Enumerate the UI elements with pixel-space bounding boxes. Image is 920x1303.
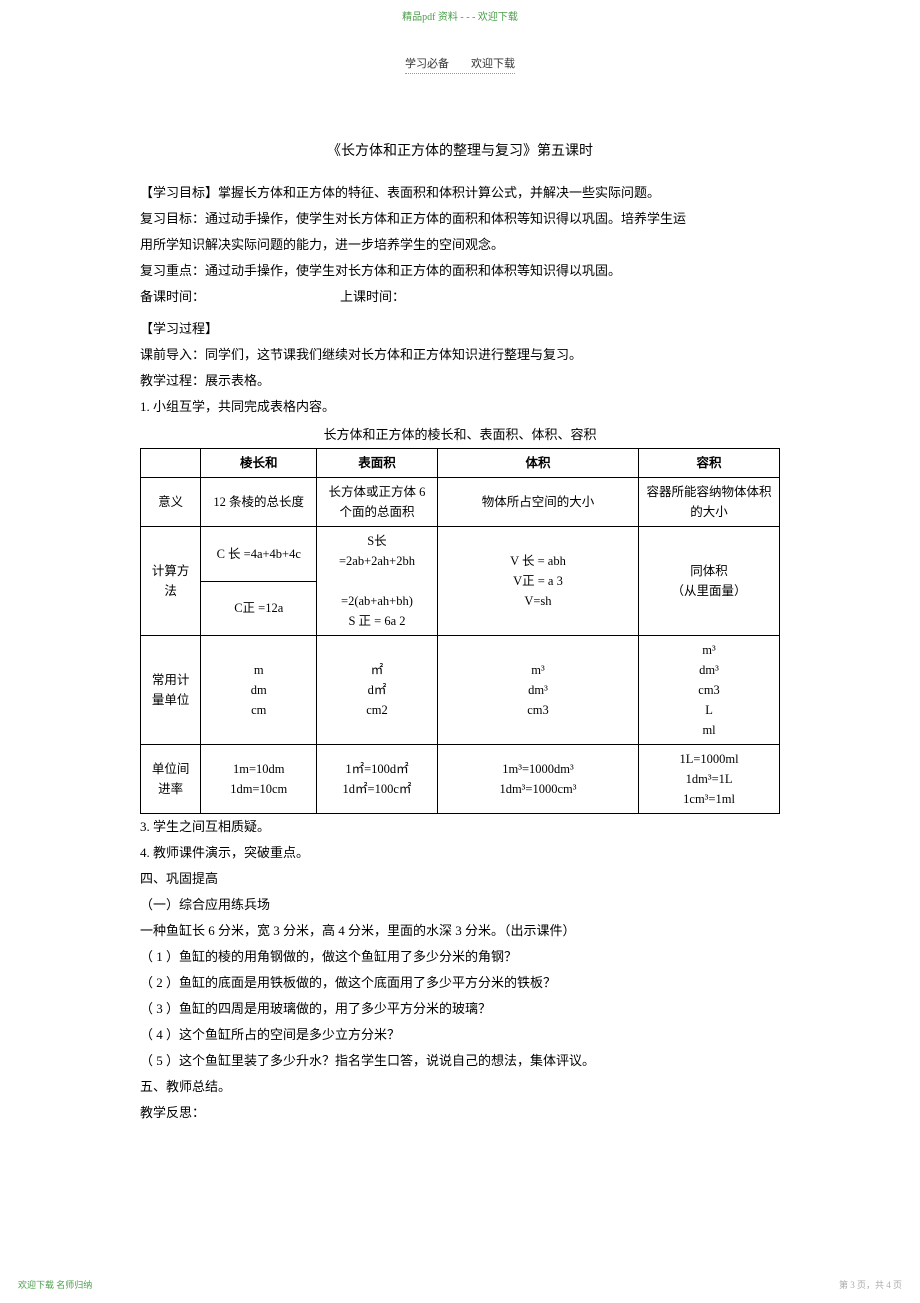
footer-right: 第 3 页，共 4 页: [839, 1278, 902, 1291]
post-p6: （ 1 ）鱼缸的棱的用角钢做的，做这个鱼缸用了多少分米的角钢？: [140, 944, 780, 970]
subheader-left: 学习必备: [405, 58, 449, 70]
cell-r3c4: m³ dm³ cm3 L ml: [639, 636, 780, 745]
row-label-meaning: 意义: [141, 478, 201, 527]
post-p8: （ 3 ）鱼缸的四周是用玻璃做的，用了多少平方分米的玻璃？: [140, 996, 780, 1022]
row-label-conversion: 单位间进率: [141, 745, 201, 814]
post-p7: （ 2 ）鱼缸的底面是用铁板做的，做这个底面用了多少平方分米的铁板？: [140, 970, 780, 996]
cell-r1c3: 物体所占空间的大小: [437, 478, 638, 527]
th-surface-area: 表面积: [317, 449, 438, 478]
cell-r1c4: 容器所能容纳物体体积的大小: [639, 478, 780, 527]
cell-r3c3: m³ dm³ cm3: [437, 636, 638, 745]
para-review-focus: 复习重点：通过动手操作，使学生对长方体和正方体的面积和体积等知识得以巩固。: [140, 258, 780, 284]
cell-r4c4: 1L=1000ml 1dm³=1L 1cm³=1ml: [639, 745, 780, 814]
para-objective: 【学习目标】掌握长方体和正方体的特征、表面积和体积计算公式，并解决一些实际问题。: [140, 180, 780, 206]
th-volume: 体积: [437, 449, 638, 478]
footer-left: 欢迎下载 名师归纳: [18, 1278, 92, 1291]
para-review-goal-2: 用所学知识解决实际问题的能力，进一步培养学生的空间观念。: [140, 232, 780, 258]
cell-r2c1b: C正 =12a: [201, 581, 317, 636]
post-p1: 3. 学生之间互相质疑。: [140, 814, 780, 840]
post-p11: 五、教师总结。: [140, 1074, 780, 1100]
lesson-title: 《长方体和正方体的整理与复习》第五课时: [140, 140, 780, 160]
top-watermark: 精品pdf 资料 - - - 欢迎下载: [402, 8, 518, 23]
summary-table: 棱长和 表面积 体积 容积 意义 12 条棱的总长度 长方体或正方体 6 个面的…: [140, 448, 780, 814]
table-row-meaning: 意义 12 条棱的总长度 长方体或正方体 6 个面的总面积 物体所占空间的大小 …: [141, 478, 780, 527]
row-label-units: 常用计量单位: [141, 636, 201, 745]
main-content: 《长方体和正方体的整理与复习》第五课时 【学习目标】掌握长方体和正方体的特征、表…: [140, 140, 780, 1126]
table-row-units: 常用计量单位 m dm cm ㎡ d㎡ cm2 m³ dm³ cm3 m³ dm…: [141, 636, 780, 745]
post-p5: 一种鱼缸长 6 分米，宽 3 分米，高 4 分米，里面的水深 3 分米。（出示课…: [140, 918, 780, 944]
post-p10: （ 5 ）这个鱼缸里装了多少升水？指名学生口答，说说自己的想法，集体评议。: [140, 1048, 780, 1074]
pre-class-intro: 课前导入：同学们，这节课我们继续对长方体和正方体知识进行整理与复习。: [140, 342, 780, 368]
post-p3: 四、巩固提高: [140, 866, 780, 892]
class-time-label: 上课时间：: [340, 284, 405, 310]
post-p9: （ 4 ）这个鱼缸所占的空间是多少立方分米？: [140, 1022, 780, 1048]
table-caption: 长方体和正方体的棱长和、表面积、体积、容积: [140, 422, 780, 448]
row-label-method: 计算方法: [141, 527, 201, 636]
post-p12: 教学反思：: [140, 1100, 780, 1126]
teaching-process: 教学过程：展示表格。: [140, 368, 780, 394]
cell-r4c2: 1㎡=100d㎡ 1d㎡=100c㎡: [317, 745, 438, 814]
subheader-right: 欢迎下载: [471, 58, 515, 70]
table-row-conversion: 单位间进率 1m=10dm 1dm=10cm 1㎡=100d㎡ 1d㎡=100c…: [141, 745, 780, 814]
cell-r2c2b-text: =2(ab+ah+bh) S 正 = 6a 2: [341, 594, 413, 628]
cell-r2c1a: C 长 =4a+4b+4c: [201, 527, 317, 582]
sub-header: 学习必备 欢迎下载: [405, 55, 515, 74]
cell-r3c2: ㎡ d㎡ cm2: [317, 636, 438, 745]
cell-r1c1: 12 条棱的总长度: [201, 478, 317, 527]
post-p4: （一）综合应用练兵场: [140, 892, 780, 918]
para-review-goal-1: 复习目标：通过动手操作，使学生对长方体和正方体的面积和体积等知识得以巩固。培养学…: [140, 206, 780, 232]
cell-r3c1: m dm cm: [201, 636, 317, 745]
table-header-row: 棱长和 表面积 体积 容积: [141, 449, 780, 478]
post-p2: 4. 教师课件演示，突破重点。: [140, 840, 780, 866]
th-edge-sum: 棱长和: [201, 449, 317, 478]
prep-time-label: 备课时间：: [140, 284, 340, 310]
cell-r4c1: 1m=10dm 1dm=10cm: [201, 745, 317, 814]
th-capacity: 容积: [639, 449, 780, 478]
cell-r2c2a-text: S长 =2ab+2ah+2bh: [339, 534, 415, 568]
th-empty: [141, 449, 201, 478]
cell-r2c2: S长 =2ab+2ah+2bh =2(ab+ah+bh) S 正 = 6a 2: [317, 527, 438, 636]
group-learning: 1. 小组互学，共同完成表格内容。: [140, 394, 780, 420]
cell-r1c2: 长方体或正方体 6 个面的总面积: [317, 478, 438, 527]
table-row-method-a: 计算方法 C 长 =4a+4b+4c S长 =2ab+2ah+2bh=2(ab+…: [141, 527, 780, 582]
cell-r4c3: 1m³=1000dm³ 1dm³=1000cm³: [437, 745, 638, 814]
learning-process-head: 【学习过程】: [140, 316, 780, 342]
cell-r2c4: 同体积 （从里面量）: [639, 527, 780, 636]
cell-r2c3: V 长 = abh V正 = a 3 V=sh: [437, 527, 638, 636]
time-row: 备课时间： 上课时间：: [140, 284, 780, 310]
